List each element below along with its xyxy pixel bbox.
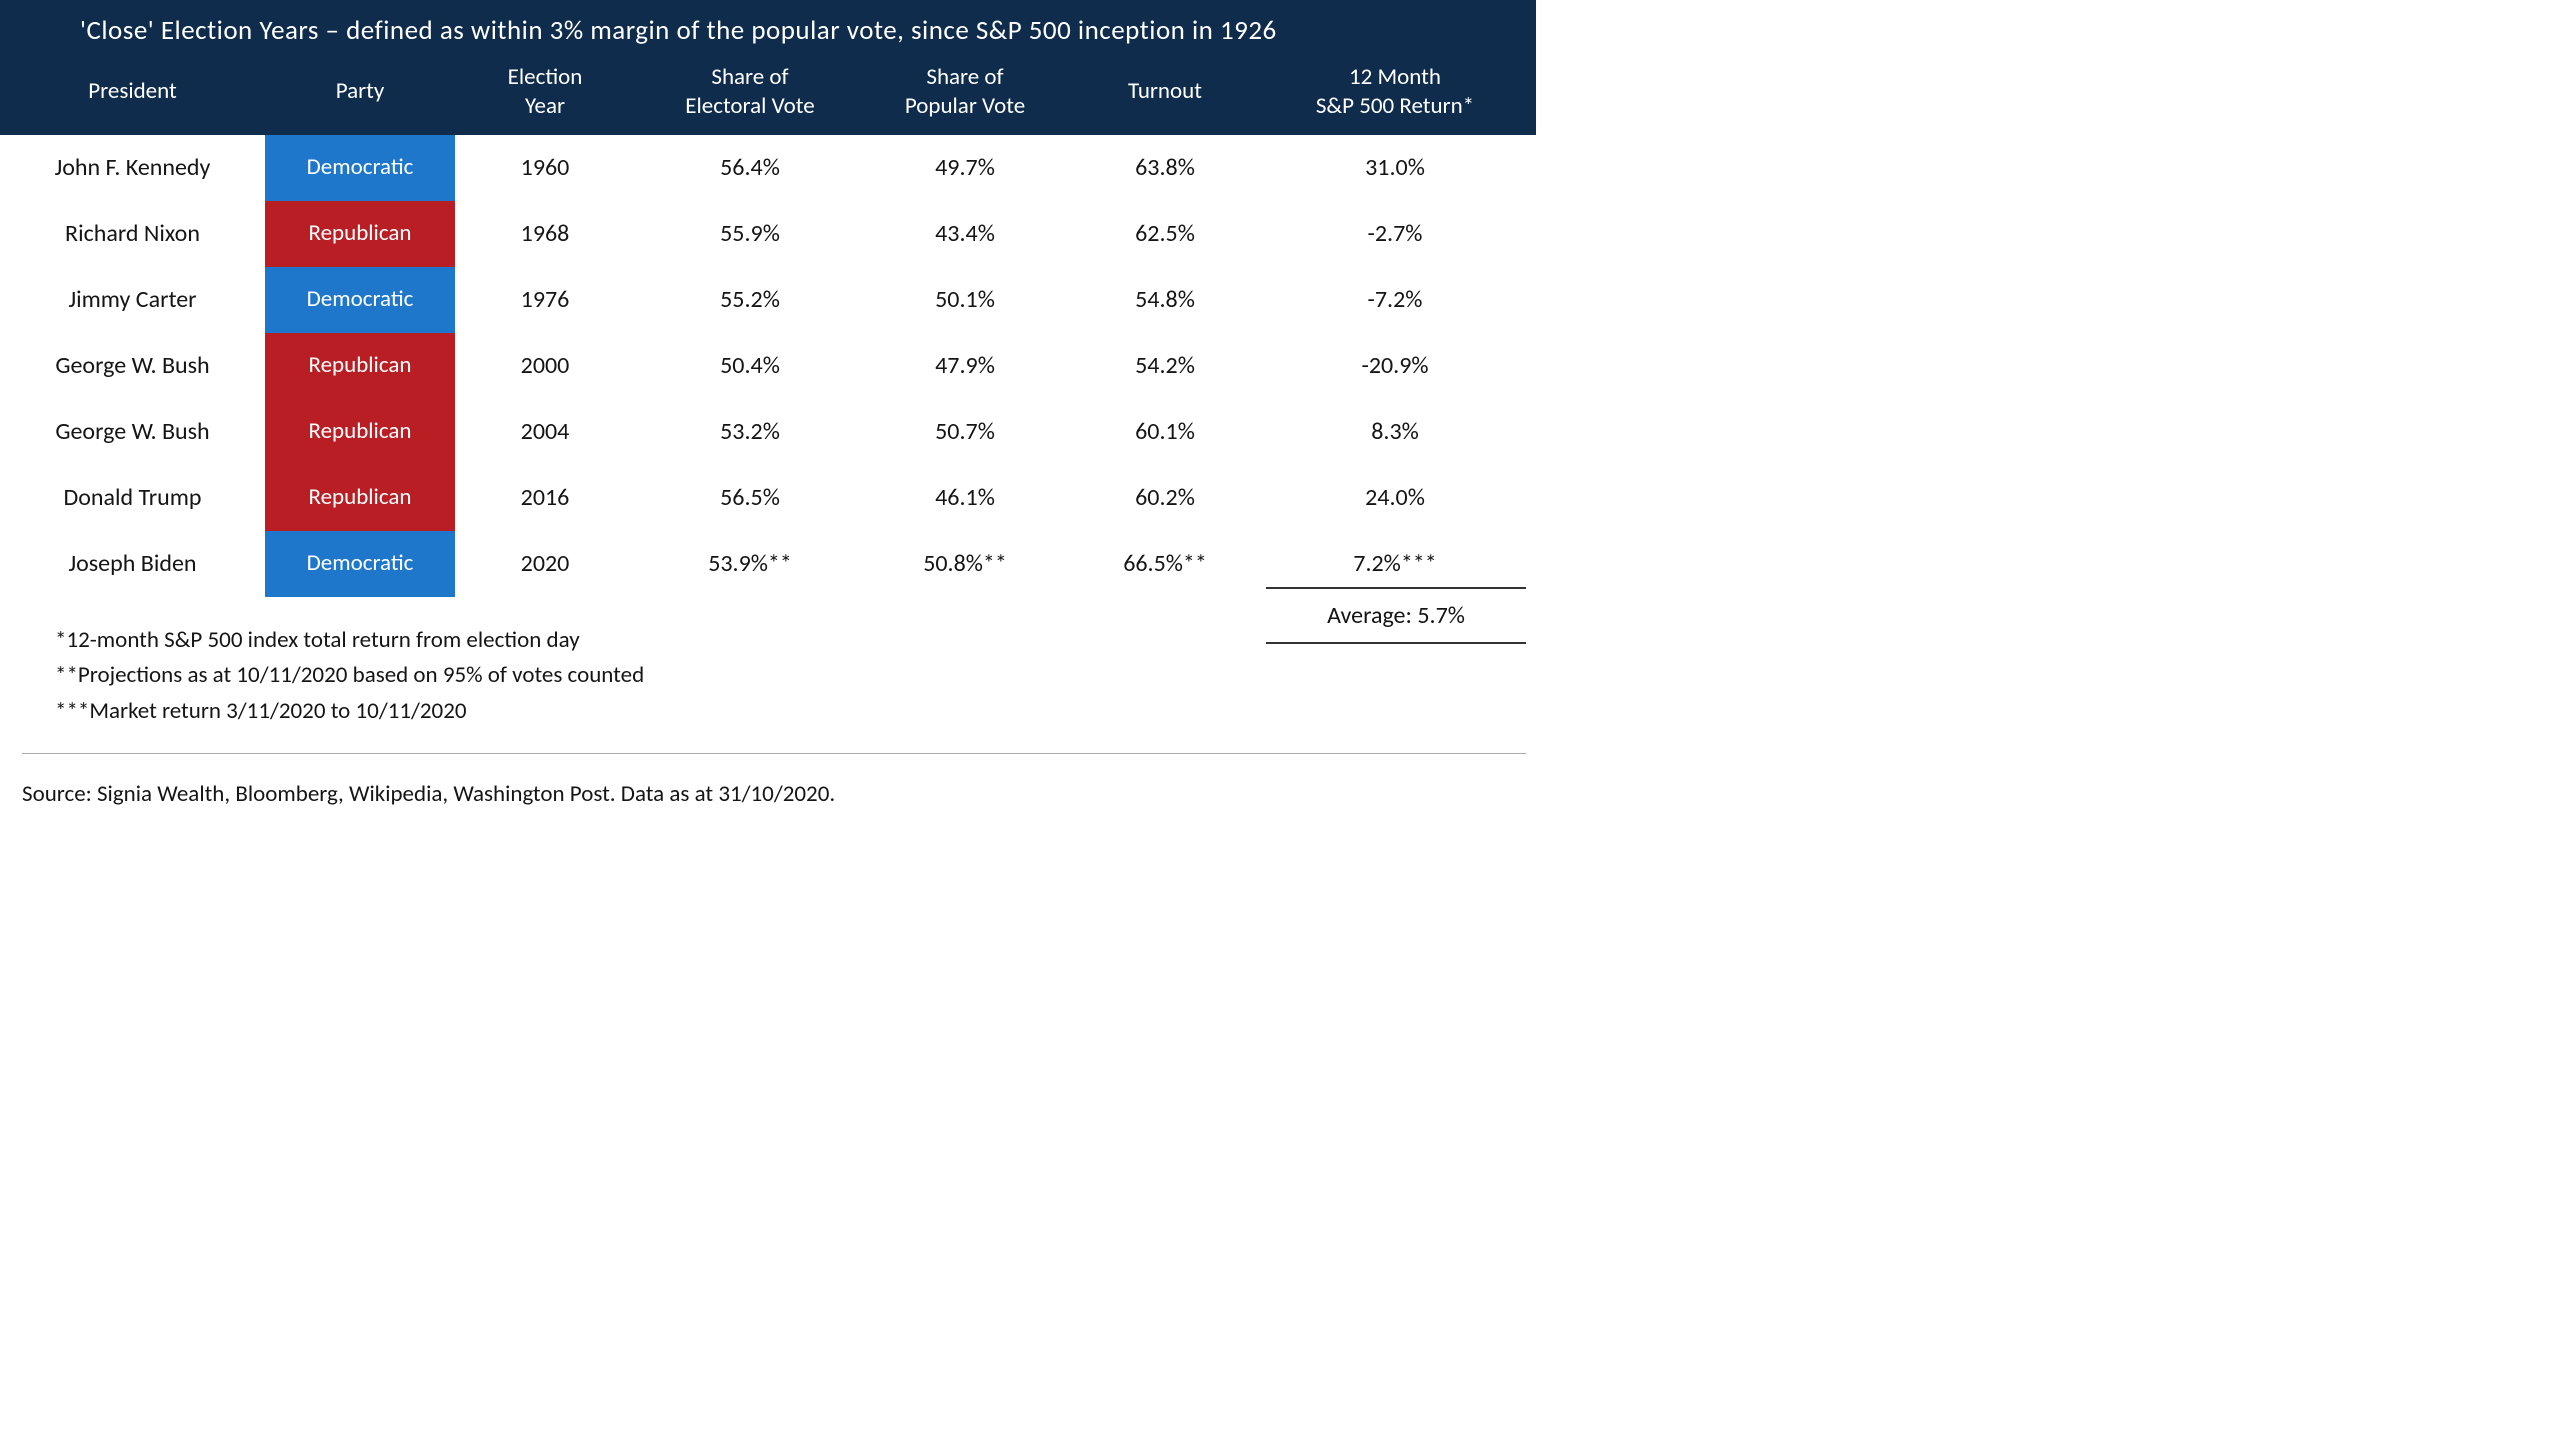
table-row: Jimmy CarterDemocratic197655.2%50.1%54.8…: [0, 267, 1536, 333]
cell-party: Democratic: [265, 531, 455, 597]
footnote-line: **Projections as at 10/11/2020 based on …: [55, 658, 1536, 694]
header-label: Party: [336, 77, 385, 106]
average-summary: Average: 5.7%: [1266, 587, 1526, 644]
header-label: Share of: [685, 63, 814, 92]
cell-year: 2000: [455, 333, 635, 399]
header-year: Election Year: [455, 63, 635, 121]
cell-electoral: 55.2%: [635, 267, 865, 333]
cell-return: -20.9%: [1265, 333, 1525, 399]
cell-electoral: 53.9%**: [635, 531, 865, 597]
table-row: Richard NixonRepublican196855.9%43.4%62.…: [0, 201, 1536, 267]
cell-president: Jimmy Carter: [0, 267, 265, 333]
cell-year: 2004: [455, 399, 635, 465]
cell-popular: 43.4%: [865, 201, 1065, 267]
cell-return: 24.0%: [1265, 465, 1525, 531]
source-line: Source: Signia Wealth, Bloomberg, Wikipe…: [0, 754, 1536, 808]
table-row: George W. BushRepublican200050.4%47.9%54…: [0, 333, 1536, 399]
cell-president: Donald Trump: [0, 465, 265, 531]
header-party: Party: [265, 63, 455, 121]
header-label: Turnout: [1128, 77, 1202, 106]
cell-party: Democratic: [265, 267, 455, 333]
header-turnout: Turnout: [1065, 63, 1265, 121]
cell-year: 2020: [455, 531, 635, 597]
cell-popular: 47.9%: [865, 333, 1065, 399]
table-row: Donald TrumpRepublican201656.5%46.1%60.2…: [0, 465, 1536, 531]
cell-popular: 50.1%: [865, 267, 1065, 333]
cell-party: Republican: [265, 465, 455, 531]
header-label: Electoral Vote: [685, 92, 814, 121]
cell-turnout: 60.2%: [1065, 465, 1265, 531]
header-label: S&P 500 Return*: [1316, 92, 1474, 121]
header-label: Year: [508, 92, 583, 121]
cell-president: Richard Nixon: [0, 201, 265, 267]
header-return: 12 Month S&P 500 Return*: [1265, 63, 1525, 121]
cell-year: 1976: [455, 267, 635, 333]
table-row: George W. BushRepublican200453.2%50.7%60…: [0, 399, 1536, 465]
cell-electoral: 53.2%: [635, 399, 865, 465]
cell-electoral: 50.4%: [635, 333, 865, 399]
cell-turnout: 60.1%: [1065, 399, 1265, 465]
cell-popular: 50.8%**: [865, 531, 1065, 597]
election-table-container: 'Close' Election Years – defined as with…: [0, 0, 1536, 808]
cell-party: Republican: [265, 201, 455, 267]
header-label: 12 Month: [1316, 63, 1474, 92]
table-title: 'Close' Election Years – defined as with…: [0, 0, 1536, 53]
cell-turnout: 54.8%: [1065, 267, 1265, 333]
table-row: John F. KennedyDemocratic196056.4%49.7%6…: [0, 135, 1536, 201]
footnote-line: ***Market return 3/11/2020 to 10/11/2020: [55, 694, 1536, 730]
cell-turnout: 62.5%: [1065, 201, 1265, 267]
cell-turnout: 63.8%: [1065, 135, 1265, 201]
cell-year: 1960: [455, 135, 635, 201]
cell-party: Republican: [265, 399, 455, 465]
cell-president: George W. Bush: [0, 399, 265, 465]
cell-turnout: 66.5%**: [1065, 531, 1265, 597]
header-president: President: [0, 63, 265, 121]
cell-party: Democratic: [265, 135, 455, 201]
cell-popular: 46.1%: [865, 465, 1065, 531]
header-label: Share of: [905, 63, 1025, 92]
header-popular: Share of Popular Vote: [865, 63, 1065, 121]
table-body: John F. KennedyDemocratic196056.4%49.7%6…: [0, 135, 1536, 597]
header-label: Election: [508, 63, 583, 92]
cell-popular: 49.7%: [865, 135, 1065, 201]
cell-president: George W. Bush: [0, 333, 265, 399]
cell-president: John F. Kennedy: [0, 135, 265, 201]
cell-return: -2.7%: [1265, 201, 1525, 267]
cell-return: 8.3%: [1265, 399, 1525, 465]
cell-electoral: 56.5%: [635, 465, 865, 531]
cell-party: Republican: [265, 333, 455, 399]
cell-popular: 50.7%: [865, 399, 1065, 465]
cell-electoral: 55.9%: [635, 201, 865, 267]
cell-electoral: 56.4%: [635, 135, 865, 201]
cell-turnout: 54.2%: [1065, 333, 1265, 399]
cell-return: 31.0%: [1265, 135, 1525, 201]
cell-year: 2016: [455, 465, 635, 531]
header-electoral: Share of Electoral Vote: [635, 63, 865, 121]
cell-president: Joseph Biden: [0, 531, 265, 597]
header-label: President: [88, 77, 176, 106]
table-header-row: President Party Election Year Share of E…: [0, 53, 1536, 135]
header-label: Popular Vote: [905, 92, 1025, 121]
footnotes-block: Average: 5.7% *12-month S&P 500 index to…: [0, 597, 1536, 730]
cell-year: 1968: [455, 201, 635, 267]
cell-return: -7.2%: [1265, 267, 1525, 333]
